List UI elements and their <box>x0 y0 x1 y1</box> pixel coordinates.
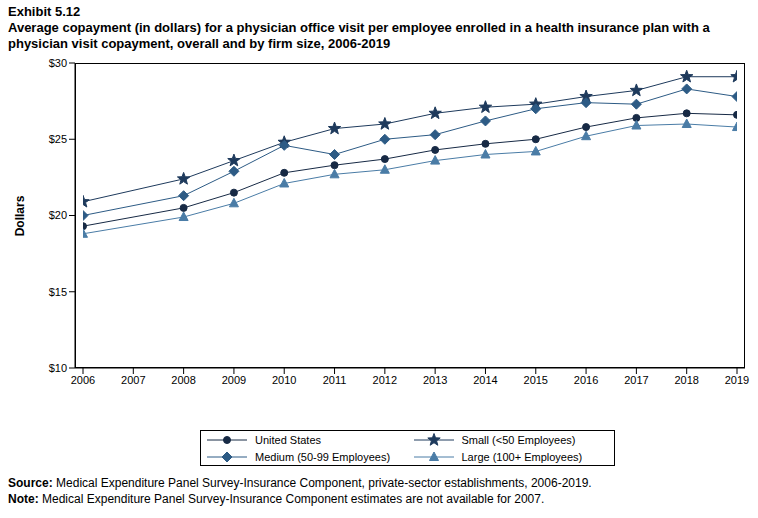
svg-text:$25: $25 <box>49 133 67 145</box>
svg-text:2007: 2007 <box>121 374 145 386</box>
html-text:Medium (50-99 Employees): Medium (50-99 Employees) <box>255 450 391 463</box>
html-text:United States: United States <box>255 433 321 446</box>
svg-text:2008: 2008 <box>171 374 195 386</box>
svg-text:2013: 2013 <box>423 374 447 386</box>
svg-text:2009: 2009 <box>222 374 246 386</box>
html-text:Dollars: Dollars <box>13 195 27 236</box>
svg-text:2010: 2010 <box>272 374 296 386</box>
html-text:Large (100+ Employees): Large (100+ Employees) <box>461 450 583 463</box>
svg-text:$30: $30 <box>49 57 67 69</box>
svg-text:$20: $20 <box>49 209 67 221</box>
svg-text:2016: 2016 <box>574 374 598 386</box>
svg-text:2019: 2019 <box>725 374 749 386</box>
svg-text:2012: 2012 <box>373 374 397 386</box>
svg-text:2014: 2014 <box>473 374 497 386</box>
html-text:Note: Medical Expenditure Pane: Note: Medical Expenditure Panel Survey-I… <box>8 492 545 506</box>
svg-text:$10: $10 <box>49 362 67 374</box>
html-text:Small (<50 Employees): Small (<50 Employees) <box>461 433 576 446</box>
html-text:Average copayment (in dollars): Average copayment (in dollars) for a phy… <box>8 20 710 51</box>
html-text:Exhibit 5.12: Exhibit 5.12 <box>8 4 81 19</box>
svg-text:2017: 2017 <box>624 374 648 386</box>
svg-text:2015: 2015 <box>524 374 548 386</box>
html-text:Source: Medical Expenditure Pa: Source: Medical Expenditure Panel Survey… <box>8 476 592 490</box>
svg-text:$15: $15 <box>49 286 67 298</box>
svg-text:2011: 2011 <box>323 374 347 386</box>
svg-text:2018: 2018 <box>674 374 698 386</box>
svg-text:2006: 2006 <box>71 374 95 386</box>
